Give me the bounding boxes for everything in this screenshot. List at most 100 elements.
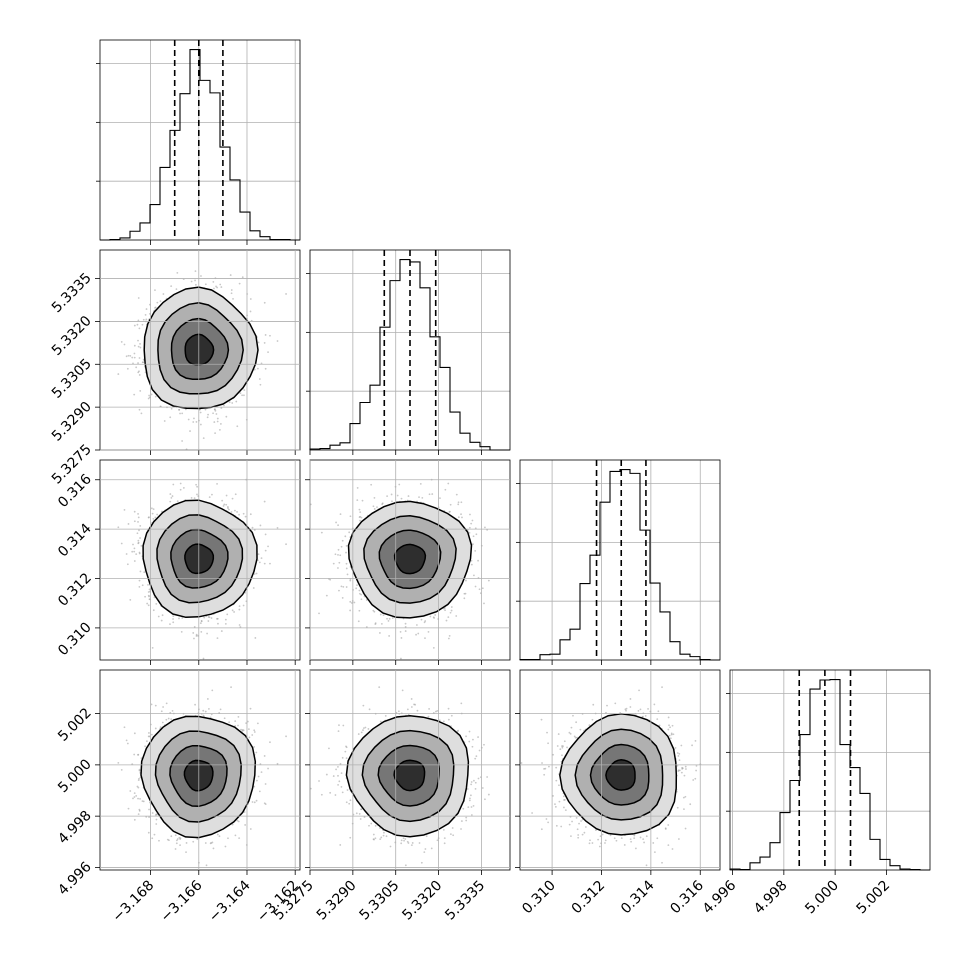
sample-point xyxy=(256,779,258,782)
sample-point xyxy=(136,532,139,535)
sample-point xyxy=(404,838,407,840)
x-tick-label: −3.166 xyxy=(158,877,206,925)
sample-point xyxy=(545,818,548,820)
sample-point xyxy=(172,615,175,617)
sample-point xyxy=(563,740,566,743)
sample-point xyxy=(580,820,582,822)
sample-point xyxy=(117,373,120,375)
sample-point xyxy=(443,842,446,845)
sample-point xyxy=(249,707,252,710)
sample-point xyxy=(320,531,323,534)
sample-point xyxy=(242,604,245,607)
sample-point xyxy=(360,808,362,811)
sample-point xyxy=(225,503,228,506)
sample-point xyxy=(349,836,352,839)
sample-point xyxy=(210,617,213,619)
sample-point xyxy=(138,357,141,359)
sample-point xyxy=(150,507,153,510)
y-tick-label: 5.000 xyxy=(55,756,95,796)
sample-point xyxy=(172,618,174,620)
sample-point xyxy=(558,784,560,787)
sample-point xyxy=(358,609,361,612)
sample-point xyxy=(249,828,252,830)
sample-point xyxy=(671,724,674,727)
sample-point xyxy=(194,279,196,282)
sample-point xyxy=(416,709,419,712)
sample-point xyxy=(695,764,698,767)
sample-point xyxy=(139,797,141,800)
sample-point xyxy=(264,549,267,552)
sample-point xyxy=(165,702,168,705)
sample-point xyxy=(137,319,140,322)
sample-point xyxy=(398,483,401,486)
sample-point xyxy=(259,524,262,527)
sample-point xyxy=(678,752,681,755)
contour-line xyxy=(345,715,470,838)
sample-point xyxy=(233,611,235,613)
sample-point xyxy=(644,714,647,717)
sample-point xyxy=(142,318,145,321)
sample-point xyxy=(356,499,359,502)
sample-point xyxy=(195,633,198,636)
sample-point xyxy=(465,816,468,819)
sample-point xyxy=(138,408,141,411)
sample-point xyxy=(430,847,433,850)
sample-point xyxy=(216,617,219,620)
sample-point xyxy=(238,605,241,608)
sample-point xyxy=(451,827,454,829)
sample-point xyxy=(216,286,219,289)
sample-point xyxy=(127,354,130,357)
sample-point xyxy=(251,734,254,736)
sample-point xyxy=(337,548,340,551)
sample-point xyxy=(468,740,471,743)
sample-point xyxy=(695,769,697,772)
sample-point xyxy=(120,542,123,545)
sample-point xyxy=(193,497,196,500)
sample-point xyxy=(359,511,362,513)
sample-point xyxy=(244,515,247,518)
sample-point xyxy=(483,602,485,605)
sample-point xyxy=(449,833,452,836)
sample-point xyxy=(153,833,156,836)
sample-point xyxy=(231,497,234,500)
histogram-2 xyxy=(519,468,720,661)
sample-point xyxy=(344,750,347,753)
sample-point xyxy=(468,531,471,534)
sample-point xyxy=(340,545,343,548)
sample-point xyxy=(558,800,561,803)
sample-point xyxy=(227,837,229,840)
sample-point xyxy=(174,848,177,850)
sample-point xyxy=(224,618,227,621)
sample-point xyxy=(196,838,199,841)
sample-point xyxy=(189,430,191,432)
panel-1-2 xyxy=(309,459,511,661)
sample-point xyxy=(185,851,187,853)
y-tick-label: 4.996 xyxy=(55,859,95,899)
sample-point xyxy=(486,776,489,778)
sample-point xyxy=(181,440,184,442)
sample-point xyxy=(139,346,142,349)
sample-point xyxy=(684,765,687,768)
sample-point xyxy=(378,686,381,689)
sample-point xyxy=(243,811,246,813)
sample-point xyxy=(220,630,223,632)
sample-point xyxy=(170,285,173,287)
sample-point xyxy=(256,722,259,725)
x-tick-label: 0.314 xyxy=(618,877,658,917)
y-tick-label: 5.3305 xyxy=(49,356,95,402)
sample-point xyxy=(263,342,266,344)
sample-point xyxy=(133,520,136,523)
sample-point xyxy=(379,632,381,634)
contour-line xyxy=(393,543,427,575)
sample-point xyxy=(361,499,364,502)
sample-point xyxy=(249,513,252,516)
sample-point xyxy=(341,756,344,759)
sample-point xyxy=(147,583,149,586)
sample-point xyxy=(169,500,172,503)
sample-point xyxy=(669,737,672,740)
sample-point xyxy=(447,718,450,721)
sample-point xyxy=(344,535,347,538)
sample-point xyxy=(199,622,202,625)
sample-point xyxy=(465,819,468,822)
sample-point xyxy=(174,834,177,837)
